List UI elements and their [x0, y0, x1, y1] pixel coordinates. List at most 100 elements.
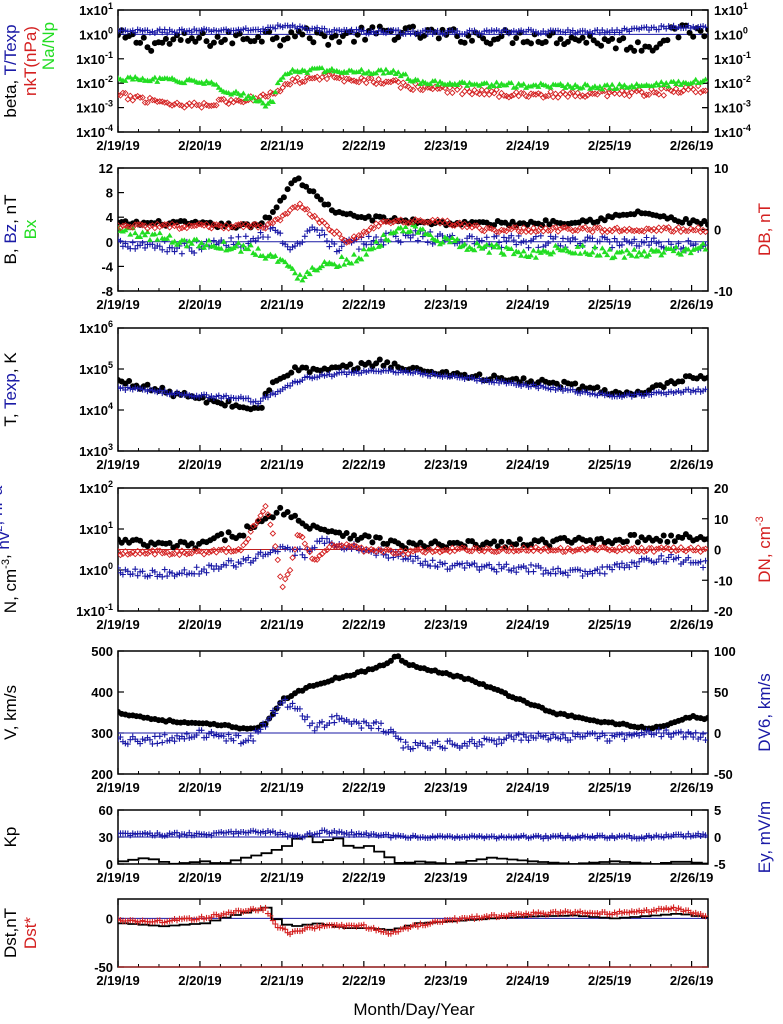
point [336, 247, 343, 254]
point [525, 253, 532, 259]
point [550, 566, 557, 573]
point [363, 79, 370, 87]
point [579, 84, 586, 90]
point [282, 696, 289, 703]
point [294, 275, 301, 281]
point [186, 550, 193, 557]
point [183, 101, 191, 109]
series-t [118, 356, 708, 413]
point [596, 252, 603, 258]
point [432, 77, 439, 83]
point [675, 240, 682, 247]
point [508, 544, 515, 551]
point [333, 542, 341, 550]
point [279, 212, 286, 219]
x-tick-label: 2/21/19 [260, 870, 303, 885]
point [700, 77, 707, 83]
point [513, 569, 520, 576]
point [131, 221, 139, 228]
point [279, 74, 286, 80]
point [614, 85, 621, 91]
point [694, 82, 702, 90]
series-n [118, 504, 708, 552]
point [191, 249, 198, 256]
point [513, 84, 520, 90]
point [645, 544, 653, 552]
point [449, 89, 456, 97]
series-nkt-npa- [118, 69, 708, 111]
x-tick-label: 2/25/19 [588, 617, 631, 632]
point [368, 725, 375, 732]
series-dst- [118, 904, 708, 938]
point [427, 745, 434, 752]
point [351, 532, 357, 539]
point [257, 97, 264, 103]
point [513, 541, 520, 548]
point [664, 37, 671, 44]
point [222, 548, 230, 556]
point [380, 232, 387, 238]
point [161, 731, 168, 738]
point [522, 228, 530, 236]
point [441, 546, 449, 554]
point [490, 548, 498, 555]
point [378, 720, 385, 727]
point [181, 566, 188, 573]
point [655, 239, 662, 246]
x-tick-label: 2/26/19 [670, 973, 713, 988]
point [311, 212, 318, 220]
point [375, 725, 382, 732]
point [513, 35, 520, 41]
point [397, 84, 404, 92]
point [633, 87, 640, 95]
x-tick-label: 2/19/19 [96, 138, 139, 153]
point [230, 737, 237, 744]
point [306, 369, 313, 376]
point [124, 741, 131, 748]
point [323, 222, 331, 229]
point [178, 250, 185, 257]
point [435, 35, 442, 42]
point [606, 547, 613, 554]
point [641, 731, 648, 738]
point [336, 74, 343, 82]
point [601, 249, 608, 255]
point [331, 240, 338, 247]
point [129, 76, 136, 82]
point [225, 731, 232, 738]
point [564, 93, 572, 101]
point [323, 535, 330, 542]
point [528, 541, 534, 548]
point [358, 66, 365, 72]
point [636, 249, 643, 255]
point [277, 573, 284, 580]
x-tick-label: 2/22/19 [342, 138, 385, 153]
point [336, 230, 343, 238]
point [354, 365, 361, 372]
point [384, 359, 391, 366]
point [665, 224, 672, 231]
point [557, 544, 564, 552]
point [424, 84, 431, 91]
point [658, 85, 665, 92]
point [640, 228, 648, 235]
point [601, 217, 608, 224]
point [576, 546, 584, 553]
point [702, 76, 708, 82]
point [249, 522, 257, 530]
point [478, 245, 485, 251]
point [699, 87, 707, 95]
point [236, 30, 243, 37]
point [547, 735, 554, 742]
point [380, 80, 387, 87]
point [235, 239, 242, 245]
point [326, 71, 333, 78]
point [205, 237, 212, 243]
point [161, 566, 168, 573]
point [282, 926, 289, 933]
point [498, 33, 505, 40]
point [572, 236, 579, 243]
y2-tick-label: -50 [714, 767, 733, 782]
point [537, 224, 545, 231]
